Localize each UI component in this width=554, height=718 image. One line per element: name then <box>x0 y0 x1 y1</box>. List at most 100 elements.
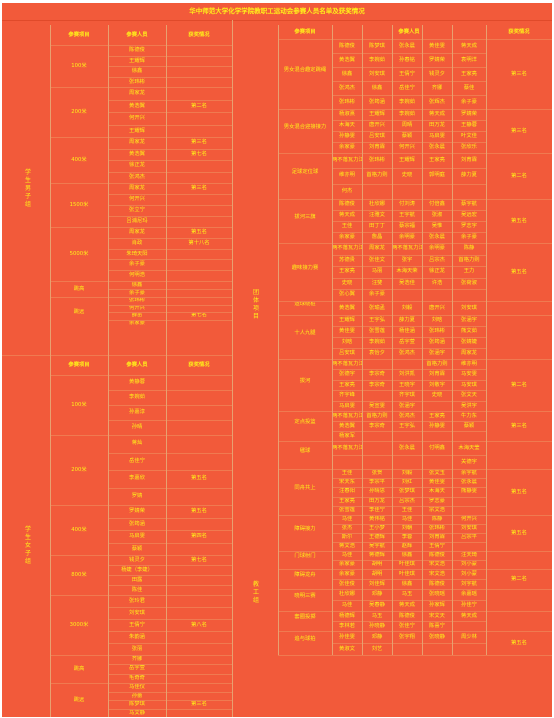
team-athlete: 黄伟铭 <box>369 516 385 522</box>
male-athlete: 吕浦尼玛 <box>126 218 148 224</box>
team-event-9: 毽球 <box>299 448 311 454</box>
male-event-3: 1500米 <box>69 202 89 208</box>
team-event-0: 男女混合趣定跳绳 <box>283 67 327 73</box>
team-athlete: 徐鑫 <box>371 85 383 91</box>
grid-hline <box>332 643 486 644</box>
team-athlete: 周晴 <box>401 122 413 128</box>
team-athlete: 牛力东 <box>461 413 477 419</box>
team-athlete: 木海天 <box>429 488 445 495</box>
team-athlete: 齐娜 <box>431 85 443 91</box>
team-header-people: 参赛人员 <box>398 29 420 35</box>
team-athlete: 首格力则 <box>458 256 480 263</box>
male-athlete: 朱琦天阳 <box>126 250 148 257</box>
team-athlete: 刘佳辉 <box>369 581 385 587</box>
team-event-4: 趣味接力赛 <box>291 265 319 271</box>
team-athlete: 张涵宇 <box>461 317 477 323</box>
grid-hline <box>332 277 486 279</box>
male-athlete: 陈德俊 <box>129 47 145 53</box>
team-athlete: 余家豪 <box>339 144 355 150</box>
team-athlete: 叶文佳 <box>461 133 477 139</box>
team-athlete: 杜欣娜 <box>369 201 385 207</box>
grid-hline <box>332 67 486 68</box>
team-athlete: 胡明 <box>371 561 383 567</box>
grid-hline <box>108 420 232 421</box>
team-event-16: 追与球拍 <box>294 636 316 642</box>
male-award: 第七名 <box>191 150 207 157</box>
team-athlete: 胡明 <box>371 571 383 577</box>
grid-hline <box>278 315 552 316</box>
team-athlete: 余家豪 <box>339 234 355 240</box>
team-athlete: 张鸿杰 <box>399 413 415 419</box>
grid-hline <box>278 611 552 612</box>
grid-hline <box>108 575 232 576</box>
team-athlete: 木海天 <box>339 122 355 128</box>
grid-hline <box>332 348 486 349</box>
team-athlete: 唐开兴 <box>429 305 445 311</box>
male-award: 第七名 <box>191 312 207 318</box>
team-athlete: 詹晶 <box>371 234 383 240</box>
team-athlete: 王佳 <box>341 470 353 476</box>
grid-hline <box>108 160 232 161</box>
team-athlete: 两不落瓦力江 <box>332 413 362 419</box>
team-athlete: 吴浩佳 <box>399 279 415 286</box>
female-athlete: 岳宇萱 <box>129 665 145 672</box>
female-athlete: 马佳仪 <box>129 684 145 690</box>
team-athlete: 孙静雯 <box>429 423 445 429</box>
team-athlete: 王力 <box>463 268 475 275</box>
grid-hline <box>278 109 552 110</box>
grid-hline <box>332 542 486 543</box>
female-athlete: 张丽 <box>131 646 143 652</box>
team-athlete: 吴远宏 <box>461 212 477 218</box>
result-sheet: 华中师范大学化学学院教职工运动会参赛人员名单及获奖情况 参赛项目 参赛人员 获奖情况… <box>2 3 552 717</box>
male-athlete: 何明浩 <box>129 272 145 279</box>
grid-hline <box>332 120 486 121</box>
grid-hline <box>332 95 486 96</box>
team-athlete: 首格力则 <box>366 172 388 179</box>
team-athlete: 两不落瓦力江 <box>332 445 362 451</box>
team-athlete: 张筠涵 <box>369 99 385 105</box>
female-athlete: 朱韵涵 <box>129 634 145 640</box>
grid-hline <box>332 431 486 432</box>
female-group-label: 学生女子组 <box>24 526 31 565</box>
team-athlete: 齐宇峰 <box>339 392 355 399</box>
team-athlete: 蔡颖 <box>463 423 475 429</box>
team-event-13: 障碍龙舟 <box>294 572 316 578</box>
grid-hline <box>108 171 232 173</box>
female-event-6: 跳远 <box>73 697 85 703</box>
team-athlete: 吴洪宇 <box>461 402 477 409</box>
team-athlete: 张永晨 <box>429 234 445 240</box>
grid-hline <box>332 487 486 489</box>
grid-hline <box>278 441 552 442</box>
team-athlete: 蒋天成 <box>399 602 415 608</box>
male-athlete: 黄浩翼 <box>129 150 145 157</box>
female-athlete: 马启雯 <box>129 533 145 539</box>
grid-hline <box>108 405 232 406</box>
male-event-4: 5000米 <box>69 251 89 257</box>
team-athlete: 张玮彬 <box>429 525 445 531</box>
team-athlete: 李蓉 <box>401 534 413 540</box>
team-athlete: 钱灵夕 <box>429 71 445 77</box>
team-athlete: 余宇航 <box>461 470 477 476</box>
grid-hline <box>50 137 232 138</box>
grid-hline <box>108 270 232 272</box>
grid-hline <box>50 595 232 596</box>
male-athlete: 何开兴 <box>129 196 145 202</box>
male-athlete: 黄浩翼 <box>129 102 145 109</box>
team-athlete: 余子豪 <box>369 291 385 298</box>
grid-hline <box>332 337 486 338</box>
female-award: 第七名 <box>191 557 207 563</box>
male-award: 第二名 <box>191 102 207 109</box>
team-event-3: 拔河三旗 <box>294 214 316 220</box>
team-athlete: 何杰 <box>341 187 353 194</box>
team-athlete: 罗志宇 <box>461 223 477 229</box>
team-athlete: 王宇航 <box>399 212 415 218</box>
team-athlete: 陈静 <box>431 516 443 522</box>
female-athlete: 黄静蓉 <box>129 379 145 385</box>
team-athlete: 史晓 <box>401 172 413 179</box>
grid-hline <box>108 664 232 666</box>
team-athlete: 齐宇琪 <box>399 392 415 399</box>
grid-hline <box>108 248 232 250</box>
team-athlete: 刘红 <box>401 479 413 486</box>
team-athlete: 马佳 <box>401 516 413 522</box>
male-athlete: 王耀辉 <box>129 127 145 134</box>
